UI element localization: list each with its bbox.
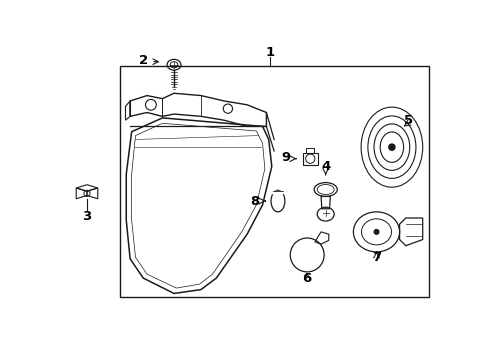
Text: 2: 2 [139, 54, 147, 67]
Text: 3: 3 [82, 210, 91, 223]
Text: 6: 6 [302, 271, 311, 284]
Text: 4: 4 [321, 160, 329, 173]
Text: 7: 7 [371, 251, 380, 264]
Circle shape [373, 230, 378, 234]
Bar [306, 148, 313, 153]
Text: 1: 1 [265, 46, 274, 59]
Circle shape [388, 144, 394, 150]
Text: 9: 9 [281, 150, 289, 164]
Bar [302, 153, 317, 165]
Text: 8: 8 [250, 194, 259, 208]
Text: 5: 5 [404, 114, 412, 127]
Bar [120, 66, 428, 297]
